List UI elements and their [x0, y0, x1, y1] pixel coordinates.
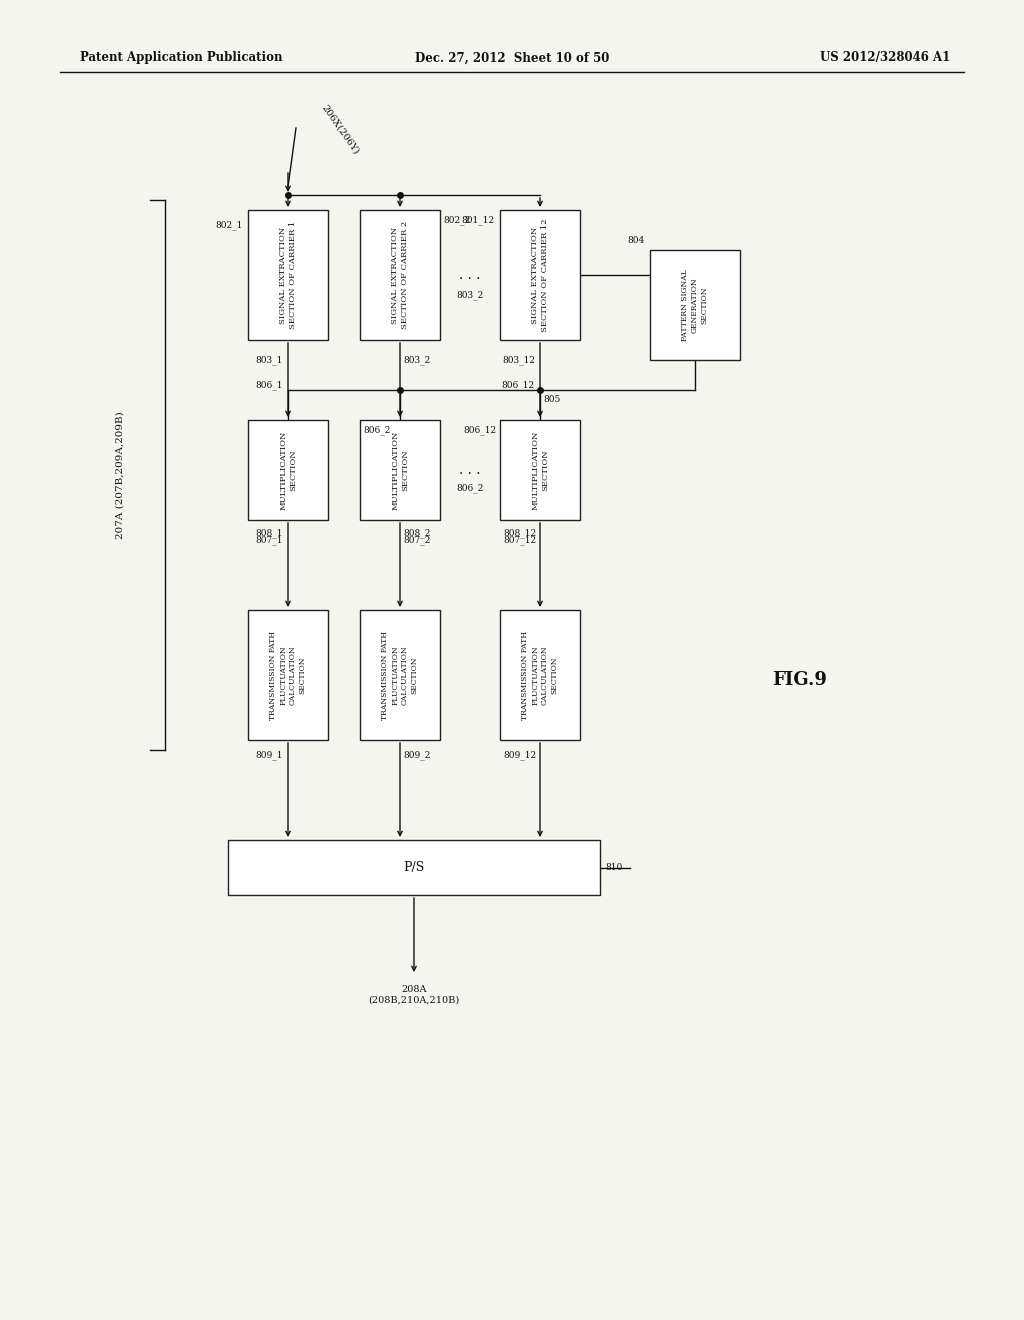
Text: SIGNAL EXTRACTION
SECTION OF CARRIER 2: SIGNAL EXTRACTION SECTION OF CARRIER 2	[391, 220, 409, 329]
Text: 806_12: 806_12	[464, 425, 497, 434]
Bar	[500, 420, 580, 520]
Bar	[248, 210, 328, 341]
Text: . . .: . . .	[459, 463, 480, 477]
Bar	[248, 420, 328, 520]
Text: 208A
(208B,210A,210B): 208A (208B,210A,210B)	[369, 985, 460, 1005]
Bar	[500, 210, 580, 341]
Text: TRANSMISSION PATH
FLUCTUATION
CALCULATION
SECTION: TRANSMISSION PATH FLUCTUATION CALCULATIO…	[269, 631, 307, 719]
Text: 809_1: 809_1	[256, 750, 283, 760]
Text: FIG.9: FIG.9	[772, 671, 827, 689]
Text: 803_1: 803_1	[256, 355, 283, 364]
Text: 802_1: 802_1	[216, 220, 243, 230]
Text: MULTIPLICATION
SECTION: MULTIPLICATION SECTION	[280, 430, 297, 510]
Text: 805: 805	[543, 395, 560, 404]
Text: 803_2: 803_2	[457, 290, 483, 300]
Text: P/S: P/S	[403, 861, 425, 874]
Text: . . .: . . .	[459, 268, 480, 282]
Text: 807_12: 807_12	[504, 535, 537, 545]
Bar	[360, 420, 440, 520]
Bar	[360, 610, 440, 741]
Text: Dec. 27, 2012  Sheet 10 of 50: Dec. 27, 2012 Sheet 10 of 50	[415, 51, 609, 65]
Text: 806_2: 806_2	[362, 425, 390, 434]
Text: MULTIPLICATION
SECTION: MULTIPLICATION SECTION	[391, 430, 409, 510]
Text: 810: 810	[605, 863, 623, 873]
Text: 808_2: 808_2	[403, 528, 430, 537]
Text: US 2012/328046 A1: US 2012/328046 A1	[820, 51, 950, 65]
Text: 806_12: 806_12	[502, 380, 535, 389]
Text: 806_2: 806_2	[457, 483, 483, 492]
Text: 809_2: 809_2	[403, 750, 430, 760]
Text: SIGNAL EXTRACTION
SECTION OF CARRIER 12: SIGNAL EXTRACTION SECTION OF CARRIER 12	[531, 218, 549, 331]
Text: 206X(206Y): 206X(206Y)	[319, 103, 360, 157]
Bar	[650, 249, 740, 360]
Text: 801_12: 801_12	[462, 215, 495, 224]
Text: 207A (207B,209A,209B): 207A (207B,209A,209B)	[116, 411, 125, 539]
Text: 803_12: 803_12	[502, 355, 535, 364]
Text: 808_1: 808_1	[256, 528, 283, 537]
Bar	[360, 210, 440, 341]
Text: 809_12: 809_12	[504, 750, 537, 760]
Text: 806_1: 806_1	[256, 380, 283, 389]
Text: 804: 804	[628, 236, 645, 246]
Text: 802_2: 802_2	[443, 215, 470, 224]
Text: 807_1: 807_1	[256, 535, 283, 545]
Text: SIGNAL EXTRACTION
SECTION OF CARRIER 1: SIGNAL EXTRACTION SECTION OF CARRIER 1	[280, 220, 297, 329]
Text: TRANSMISSION PATH
FLUCTUATION
CALCULATION
SECTION: TRANSMISSION PATH FLUCTUATION CALCULATIO…	[381, 631, 419, 719]
Text: MULTIPLICATION
SECTION: MULTIPLICATION SECTION	[531, 430, 549, 510]
Text: PATTERN SIGNAL
GENERATION
SECTION: PATTERN SIGNAL GENERATION SECTION	[681, 269, 709, 341]
Bar	[228, 840, 600, 895]
Text: 808_12: 808_12	[504, 528, 537, 537]
Text: 803_2: 803_2	[403, 355, 430, 364]
Text: Patent Application Publication: Patent Application Publication	[80, 51, 283, 65]
Text: 807_2: 807_2	[403, 535, 430, 545]
Text: TRANSMISSION PATH
FLUCTUATION
CALCULATION
SECTION: TRANSMISSION PATH FLUCTUATION CALCULATIO…	[521, 631, 559, 719]
Bar	[248, 610, 328, 741]
Bar	[500, 610, 580, 741]
